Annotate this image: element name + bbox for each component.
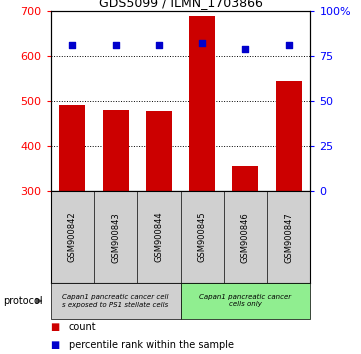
Point [286,42,292,48]
Point [199,40,205,46]
Bar [276,81,302,191]
Text: Capan1 pancreatic cancer
cells only: Capan1 pancreatic cancer cells only [199,294,292,308]
Text: Capan1 pancreatic cancer cell
s exposed to PS1 stellate cells: Capan1 pancreatic cancer cell s exposed … [62,294,169,308]
Text: GSM900847: GSM900847 [284,212,293,263]
Text: ■: ■ [51,340,60,350]
Text: count: count [69,322,96,332]
Bar [180,283,310,319]
Text: GSM900844: GSM900844 [155,212,163,263]
Text: percentile rank within the sample: percentile rank within the sample [69,340,234,350]
Text: GSM900843: GSM900843 [111,212,120,263]
Bar [146,111,172,191]
Text: GSM900846: GSM900846 [241,212,250,263]
Bar [189,16,215,191]
Bar [51,283,180,319]
Title: GDS5099 / ILMN_1703866: GDS5099 / ILMN_1703866 [99,0,262,10]
Text: ■: ■ [51,322,60,332]
Point [156,42,162,48]
Bar [103,110,129,191]
Text: GSM900845: GSM900845 [198,212,206,263]
Point [69,42,75,48]
Text: protocol: protocol [4,296,43,306]
Bar [59,105,85,191]
Point [243,46,248,51]
Bar [232,166,258,191]
Point [113,42,118,48]
Text: GSM900842: GSM900842 [68,212,77,263]
